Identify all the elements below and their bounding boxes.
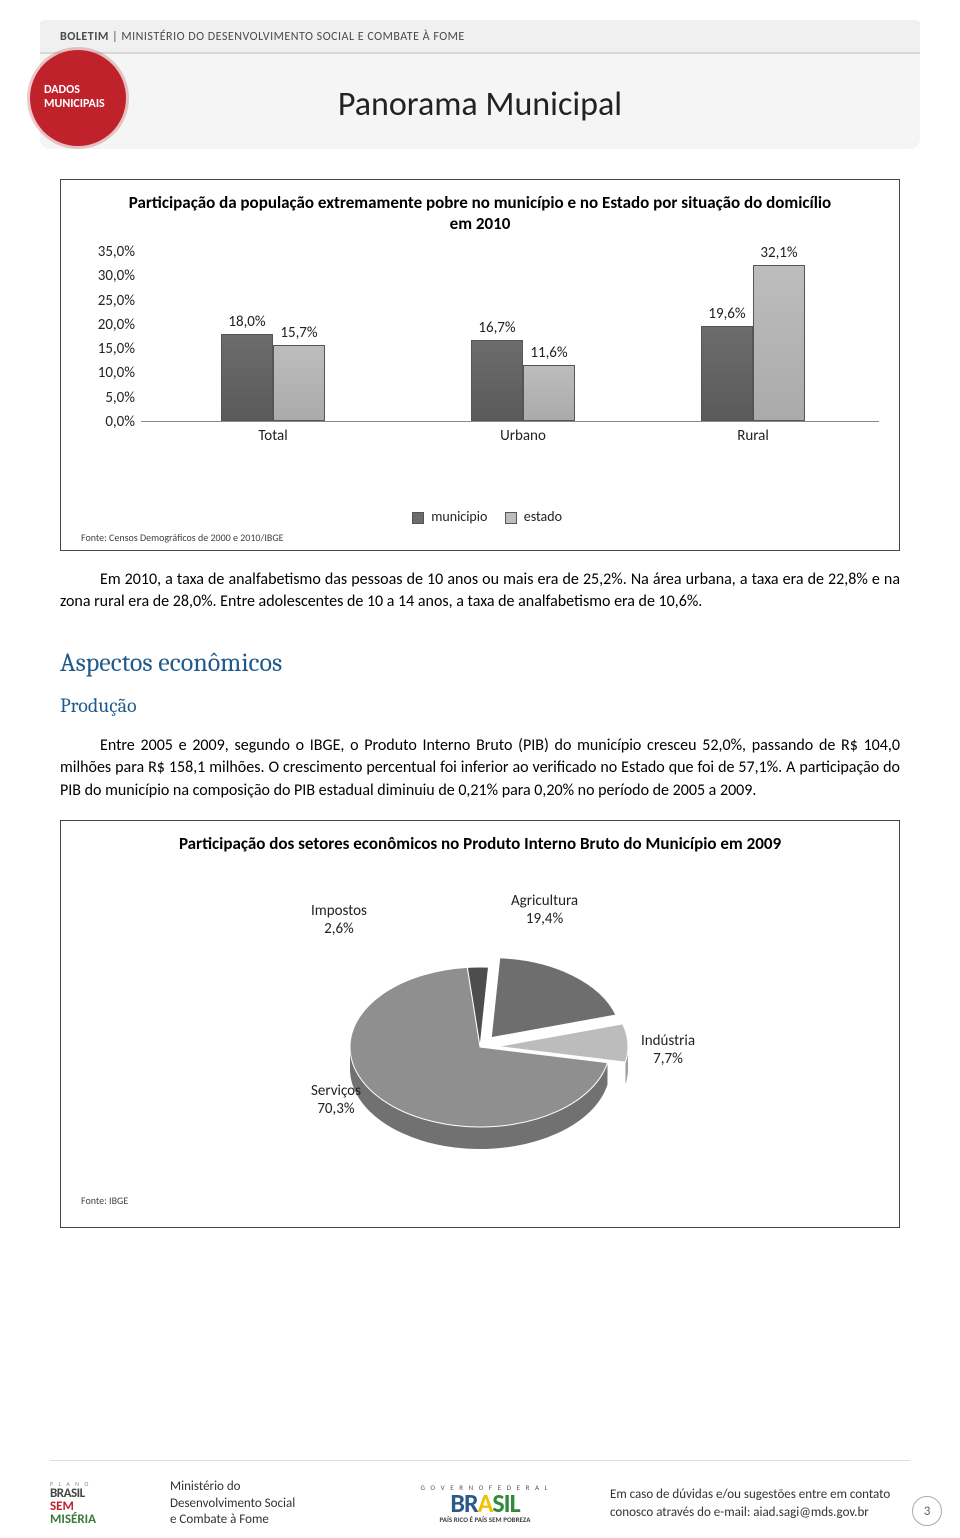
bar-chart-legend: municipio estado xyxy=(81,508,879,525)
ministry-label: Ministério doDesenvolvimento Sociale Com… xyxy=(170,1479,360,1528)
y-tick-label: 15,0% xyxy=(98,340,135,358)
brasil-wordmark: BRASIL xyxy=(410,1492,560,1515)
section-aspectos-economicos: Aspectos econômicos xyxy=(60,648,900,678)
paragraph-pib: Entre 2005 e 2009, segundo o IBGE, o Pro… xyxy=(60,735,900,802)
bar-municipio: 18,0% xyxy=(221,334,273,421)
title-band: Panorama Municipal xyxy=(40,54,920,149)
brasil-sem-miseria-logo: P L A N O BRASIL SEM MISÉRIA xyxy=(50,1481,120,1526)
bar-estado: 32,1% xyxy=(753,265,805,421)
bar-group: 18,0%15,7%Total xyxy=(221,334,325,421)
bar-category-label: Rural xyxy=(701,427,805,445)
pie-label-impostos: Impostos2,6% xyxy=(311,902,367,938)
pie-chart: Impostos2,6% Agricultura19,4% Indústria7… xyxy=(81,872,879,1182)
bar-value-label: 16,7% xyxy=(472,319,522,337)
pie-label-servicos: Serviços70,3% xyxy=(311,1082,361,1118)
bar-value-label: 32,1% xyxy=(754,244,804,262)
bar-chart-title: Participação da população extremamente p… xyxy=(81,192,879,234)
bar-category-label: Total xyxy=(221,427,325,445)
y-tick-label: 10,0% xyxy=(98,364,135,382)
header-bar: BOLETIM | MINISTÉRIO DO DESENVOLVIMENTO … xyxy=(40,20,920,54)
boletim-rest: | MINISTÉRIO DO DESENVOLVIMENTO SOCIAL E… xyxy=(109,30,465,44)
pie-label-agricultura: Agricultura19,4% xyxy=(511,892,578,928)
bar-value-label: 15,7% xyxy=(274,324,324,342)
bar-chart: 0,0%5,0%10,0%15,0%20,0%25,0%30,0%35,0% 1… xyxy=(81,252,879,462)
dados-municipais-badge: DADOS MUNICIPAIS xyxy=(30,50,126,146)
pie-chart-box: Participação dos setores econômicos no P… xyxy=(60,820,900,1228)
legend-label-municipio: municipio xyxy=(431,508,487,525)
y-tick-label: 5,0% xyxy=(105,389,135,407)
y-tick-label: 25,0% xyxy=(98,292,135,310)
y-tick-label: 0,0% xyxy=(105,413,135,431)
bar-group: 16,7%11,6%Urbano xyxy=(471,340,575,421)
paragraph-analfabetismo: Em 2010, a taxa de analfabetismo das pes… xyxy=(60,569,900,614)
badge-line2: MUNICIPAIS xyxy=(44,98,126,112)
bar-chart-box: Participação da população extremamente p… xyxy=(60,179,900,551)
badge-line1: DADOS xyxy=(44,84,126,98)
pie-label-industria: Indústria7,7% xyxy=(641,1032,695,1068)
legend-label-estado: estado xyxy=(524,508,562,525)
bar-municipio: 16,7% xyxy=(471,340,523,421)
content-area: Participação da população extremamente p… xyxy=(60,179,900,1228)
bar-chart-plot: 18,0%15,7%Total 16,7%11,6%Urbano 19,6%32,1… xyxy=(141,252,879,422)
bar-category-label: Urbano xyxy=(471,427,575,445)
page-title: Panorama Municipal xyxy=(40,84,920,125)
pie-svg xyxy=(81,872,879,1182)
bar-chart-yaxis: 0,0%5,0%10,0%15,0%20,0%25,0%30,0%35,0% xyxy=(81,252,141,422)
bar-group: 19,6%32,1%Rural xyxy=(701,265,805,421)
bar-value-label: 19,6% xyxy=(702,305,752,323)
bar-municipio: 19,6% xyxy=(701,326,753,421)
boletim-line: BOLETIM | MINISTÉRIO DO DESENVOLVIMENTO … xyxy=(60,30,900,44)
footer-contact: Em caso de dúvidas e/ou sugestões entre … xyxy=(610,1486,910,1521)
bar-estado: 15,7% xyxy=(273,345,325,421)
pie-slice-agricultura xyxy=(491,958,616,1038)
legend-swatch-estado xyxy=(505,512,517,524)
subsection-producao: Produção xyxy=(60,694,900,717)
bar-chart-source: Fonte: Censos Demográficos de 2000 e 201… xyxy=(81,531,879,544)
y-tick-label: 35,0% xyxy=(98,243,135,261)
bar-value-label: 18,0% xyxy=(222,313,272,331)
pie-chart-title: Participação dos setores econômicos no P… xyxy=(81,833,879,854)
bar-estado: 11,6% xyxy=(523,365,575,421)
y-tick-label: 30,0% xyxy=(98,267,135,285)
y-tick-label: 20,0% xyxy=(98,316,135,334)
brasil-gov-logo: G O V E R N O F E D E R A L BRASIL PAÍS … xyxy=(410,1483,560,1524)
bar-value-label: 11,6% xyxy=(524,344,574,362)
legend-swatch-municipio xyxy=(412,512,424,524)
page-number: 3 xyxy=(912,1496,942,1526)
pie-chart-source: Fonte: IBGE xyxy=(81,1194,879,1207)
boletim-bold: BOLETIM xyxy=(60,30,109,44)
